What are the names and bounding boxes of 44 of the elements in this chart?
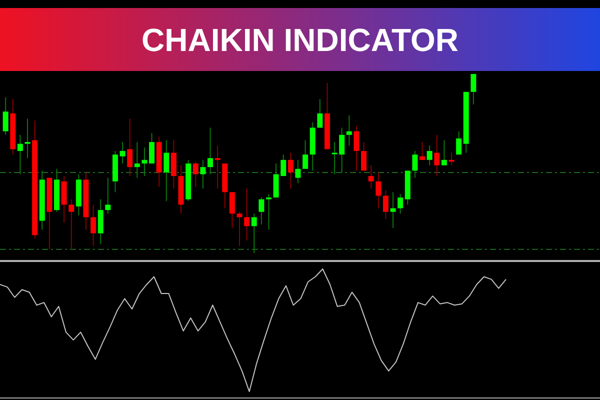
candlestick xyxy=(68,198,74,250)
candlestick xyxy=(2,96,8,136)
candlestick xyxy=(244,188,250,241)
candlestick xyxy=(382,190,388,220)
candlestick xyxy=(346,114,352,146)
candlestick xyxy=(105,177,111,214)
candlestick xyxy=(354,125,360,172)
candlestick xyxy=(390,192,396,228)
candlestick xyxy=(420,142,425,160)
candlestick xyxy=(376,172,382,209)
candlestick xyxy=(398,193,404,214)
candlestick xyxy=(302,140,308,170)
candlestick xyxy=(295,159,301,184)
candlestick xyxy=(90,204,96,246)
candlestick xyxy=(412,150,418,178)
candlestick xyxy=(98,198,104,245)
candlestick xyxy=(434,134,440,177)
candlestick xyxy=(164,140,170,202)
candlestick xyxy=(470,74,476,105)
candlestick xyxy=(266,193,272,230)
candlestick xyxy=(149,132,155,164)
candlestick xyxy=(170,140,176,190)
candlestick xyxy=(317,98,323,128)
candlestick xyxy=(426,145,432,166)
candlestick xyxy=(24,118,30,159)
candlestick xyxy=(441,140,447,166)
candlestick xyxy=(361,142,367,172)
candlestick xyxy=(251,213,257,254)
candlestick xyxy=(17,134,23,175)
chart-title: CHAIKIN INDICATOR xyxy=(141,22,459,58)
candlestick xyxy=(61,176,67,224)
candlestick xyxy=(214,145,220,190)
candlestick xyxy=(120,142,126,164)
candlestick xyxy=(127,118,133,177)
candlestick xyxy=(258,197,264,225)
candlestick xyxy=(142,146,148,177)
candlestick xyxy=(200,159,206,190)
candlestick xyxy=(208,127,213,175)
candlestick xyxy=(456,130,462,156)
candlestick xyxy=(288,152,294,190)
candlestick xyxy=(134,142,140,178)
candlestick xyxy=(368,164,374,190)
candlestick xyxy=(229,192,235,228)
candlestick xyxy=(192,161,198,188)
